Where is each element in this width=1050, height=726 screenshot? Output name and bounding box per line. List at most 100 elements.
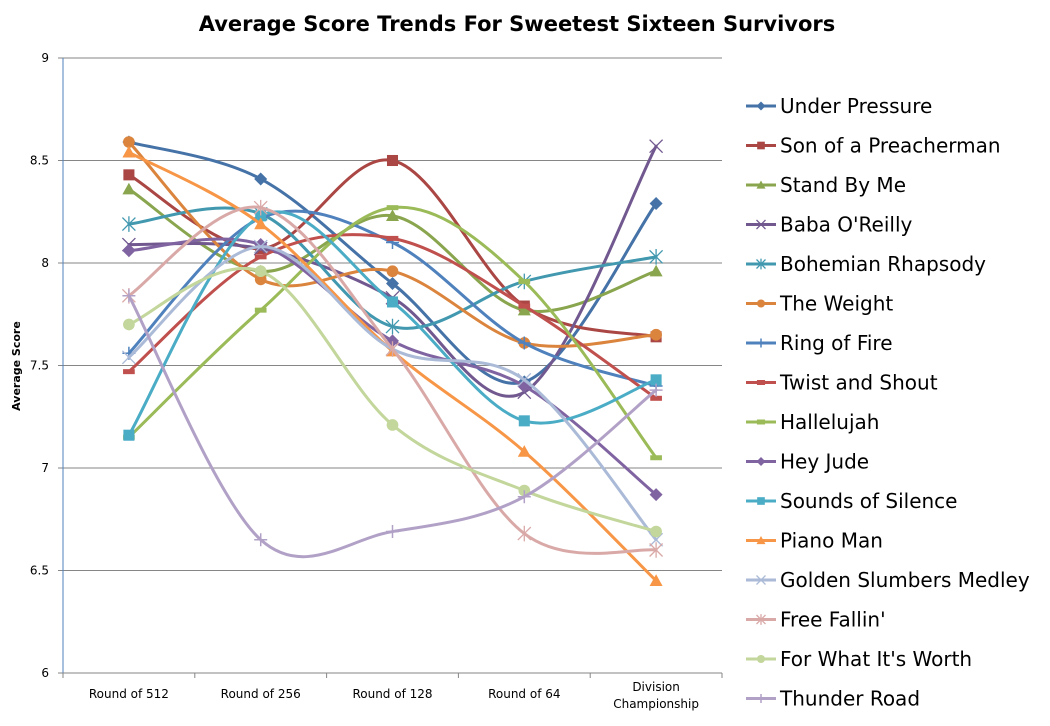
legend-label: Under Pressure — [780, 94, 932, 118]
legend-item: Sounds of Silence — [746, 489, 957, 513]
data-point — [650, 455, 662, 461]
x-tick-label: Round of 64 — [488, 687, 560, 701]
data-point — [517, 445, 531, 457]
series-line — [127, 210, 658, 437]
legend-item: Free Fallin' — [746, 608, 886, 632]
data-point — [386, 525, 399, 539]
data-point — [254, 217, 268, 230]
y-axis-label: Average Score — [10, 321, 23, 411]
series-for-what-it-s-worth — [123, 265, 662, 538]
data-point — [649, 574, 663, 586]
legend-label: Twist and Shout — [779, 371, 938, 395]
legend-label: Hallelujah — [780, 410, 879, 434]
data-point — [386, 265, 399, 278]
data-point — [122, 289, 136, 303]
legend-item: Twist and Shout — [746, 371, 938, 395]
legend-marker — [756, 614, 766, 625]
data-point — [254, 307, 267, 313]
data-point — [122, 145, 136, 158]
y-tick-label: 9 — [41, 51, 49, 65]
legend-item: Stand By Me — [746, 173, 906, 197]
data-point — [386, 154, 399, 167]
data-point — [517, 336, 531, 350]
chart-title: Average Score Trends For Sweetest Sixtee… — [199, 12, 836, 36]
legend-label: Hey Jude — [780, 450, 869, 474]
y-tick-label: 6 — [41, 666, 49, 680]
data-point — [386, 209, 399, 222]
series-twist-and-shout — [123, 233, 662, 401]
y-tick-label: 6.5 — [30, 564, 49, 578]
legend-marker — [756, 536, 766, 545]
data-point — [517, 490, 531, 504]
series-lines — [121, 135, 664, 586]
legend-item: For What It's Worth — [746, 647, 972, 671]
legend-label: Ring of Fire — [780, 331, 893, 355]
gridlines — [58, 57, 722, 674]
data-point — [253, 239, 268, 254]
x-tick-label: Division Championship — [613, 680, 699, 711]
data-point — [518, 303, 531, 309]
legend-label: Son of a Preacherman — [780, 134, 1001, 158]
data-point — [123, 369, 135, 375]
legend-marker — [756, 694, 766, 703]
legend-item: Piano Man — [746, 529, 883, 553]
series-stand-by-me — [122, 182, 663, 316]
data-point — [386, 205, 399, 211]
data-point — [650, 395, 662, 401]
data-point — [386, 419, 399, 431]
series-line — [127, 245, 658, 542]
legend-marker — [756, 219, 766, 230]
legend-marker — [756, 258, 766, 270]
legend-marker — [756, 299, 766, 308]
legend-marker — [756, 575, 766, 585]
data-point — [386, 277, 399, 290]
x-tick-label-line: Championship — [613, 697, 699, 711]
data-point — [650, 525, 662, 538]
data-point — [254, 533, 268, 547]
series-line — [127, 267, 658, 534]
data-point — [253, 199, 268, 216]
data-point — [123, 318, 135, 331]
data-point — [649, 542, 664, 558]
legend-item: Hey Jude — [746, 450, 869, 474]
legend-marker — [756, 654, 766, 664]
legend-label: Golden Slumbers Medley — [780, 568, 1030, 592]
y-tick-label: 8 — [41, 256, 49, 270]
data-point — [123, 169, 135, 181]
legend-item: Thunder Road — [746, 687, 920, 711]
data-point — [650, 328, 662, 341]
legend-item: Bohemian Rhapsody — [746, 252, 986, 276]
legend-item: Baba O'Reilly — [746, 213, 912, 237]
data-point — [121, 350, 136, 365]
legend: Under Pressure Son of a Preacherman Stand … — [746, 94, 1030, 711]
data-point — [386, 296, 399, 308]
data-point — [650, 374, 662, 386]
legend-label: Baba O'Reilly — [780, 213, 912, 237]
legend-marker — [756, 338, 766, 348]
data-point — [123, 429, 135, 441]
series-line — [127, 294, 658, 559]
data-point — [649, 139, 664, 154]
data-point — [649, 249, 664, 265]
legend-label: The Weight — [779, 292, 893, 316]
x-tick-label-line: Division — [632, 680, 680, 694]
data-point — [254, 273, 267, 286]
legend-label: Bohemian Rhapsody — [780, 252, 986, 276]
axes — [62, 58, 723, 678]
data-point — [254, 265, 267, 278]
legend-item: Son of a Preacherman — [746, 134, 1001, 158]
x-tick-labels: Round of 512 Round of 256 Round of 128 Roun… — [89, 680, 699, 711]
data-point — [649, 488, 663, 502]
data-point — [517, 372, 532, 387]
data-point — [254, 254, 267, 260]
legend-marker — [756, 180, 766, 189]
legend-marker — [756, 419, 766, 425]
legend-label: Free Fallin' — [780, 608, 886, 632]
x-tick-label: Round of 128 — [352, 687, 432, 701]
legend-label: Thunder Road — [779, 687, 920, 711]
legend-marker — [756, 380, 766, 385]
y-tick-label: 7 — [41, 461, 49, 475]
legend-item: Golden Slumbers Medley — [746, 568, 1030, 592]
data-point — [386, 235, 399, 241]
